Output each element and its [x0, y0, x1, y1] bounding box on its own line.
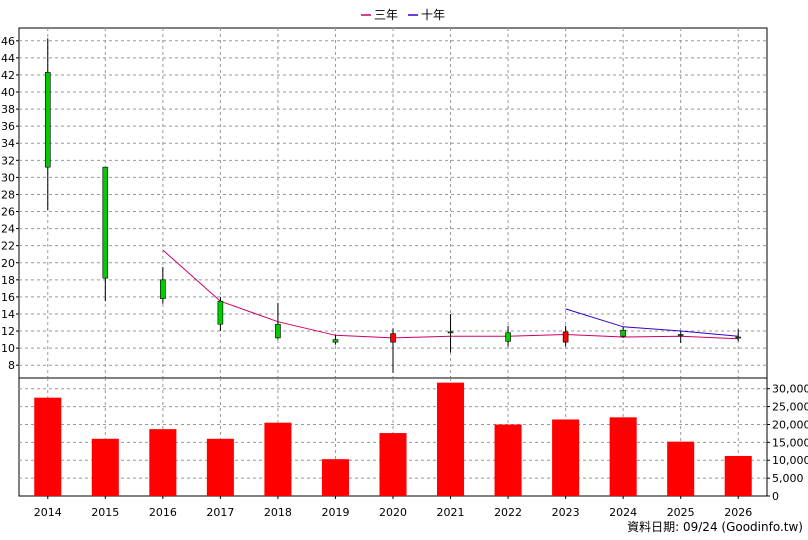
price-ytick-label: 20	[1, 257, 15, 270]
volume-panel: 0 5,000 10,000 15,000 20,000 25,000 30,000	[18, 377, 808, 503]
xtick-label: 2026	[724, 506, 752, 519]
volume-bar	[494, 424, 522, 496]
xtick-label: 2020	[379, 506, 407, 519]
xtick-label: 2024	[609, 506, 637, 519]
volume-bar	[609, 417, 637, 496]
xtick-label: 2023	[552, 506, 580, 519]
price-ytick-label: 32	[1, 154, 15, 167]
price-ytick-label: 44	[1, 52, 15, 65]
price-ytick-label: 46	[1, 35, 15, 48]
price-ytick-label: 34	[1, 137, 15, 150]
price-ytick-label: 38	[1, 103, 15, 116]
volume-bar	[34, 397, 62, 496]
volume-bar	[552, 419, 580, 496]
xtick-label: 2021	[437, 506, 465, 519]
chart-legend: 三年 十年	[361, 8, 445, 22]
data-date-footer: 資料日期: 09/24 (Goodinfo.tw)	[627, 520, 803, 534]
volume-bar	[321, 459, 349, 496]
price-ytick-label: 10	[1, 342, 15, 355]
xtick-label: 2014	[34, 506, 62, 519]
price-ytick-label: 18	[1, 274, 15, 287]
candle-body	[505, 332, 511, 342]
candle-body	[332, 339, 339, 343]
candle-body	[447, 331, 454, 334]
volume-bar	[379, 433, 407, 496]
price-ytick-label: 40	[1, 86, 15, 99]
volume-ytick-label: 25,000	[772, 401, 808, 414]
price-ytick-label: 36	[1, 120, 15, 133]
candle-body	[677, 334, 684, 336]
xtick-label: 2025	[667, 506, 695, 519]
candle-body	[217, 300, 224, 325]
volume-ytick-label: 20,000	[772, 418, 808, 431]
candle-body	[275, 323, 281, 339]
price-ytick-label: 26	[1, 206, 15, 219]
candle-body	[735, 336, 742, 339]
volume-ytick-label: 0	[772, 490, 779, 503]
candle-body	[562, 331, 569, 343]
volume-bar	[149, 429, 177, 496]
volume-ytick-label: 15,000	[772, 436, 808, 449]
candle-body	[620, 329, 626, 337]
volume-ytick-label: 30,000	[772, 383, 808, 396]
volume-bar	[437, 382, 465, 496]
price-ytick-label: 12	[1, 325, 15, 338]
x-axis: 2014 2015 2016 2017 2018 2019 2020 2021 2022 2023…	[34, 496, 752, 519]
candle-body	[390, 333, 396, 343]
candle-body	[44, 72, 51, 168]
price-ytick-label: 8	[8, 359, 15, 372]
price-ytick-label: 22	[1, 240, 15, 253]
volume-bar	[724, 455, 752, 496]
price-ytick-label: 42	[1, 69, 15, 82]
xtick-label: 2016	[149, 506, 177, 519]
volume-bar	[91, 438, 119, 496]
legend-label: 十年	[421, 8, 445, 22]
price-ytick-label: 30	[1, 171, 15, 184]
volume-bar	[206, 438, 234, 496]
price-ytick-label: 16	[1, 291, 15, 304]
volume-bar	[264, 422, 292, 496]
price-panel: 8 10 12 14 16 18 20 22 24 26 28 30 32 34 36 38 40 42 44 46	[1, 27, 768, 379]
ma-line-十年	[565, 308, 739, 337]
xtick-label: 2015	[91, 506, 119, 519]
price-ytick-label: 24	[1, 223, 15, 236]
volume-ytick-label: 10,000	[772, 454, 808, 467]
xtick-label: 2018	[264, 506, 292, 519]
candle-body	[160, 279, 166, 299]
volume-ytick-label: 5,000	[772, 472, 804, 485]
volume-bar	[667, 441, 695, 496]
xtick-label: 2017	[206, 506, 234, 519]
xtick-label: 2022	[494, 506, 522, 519]
xtick-label: 2019	[321, 506, 349, 519]
legend-label: 三年	[374, 8, 398, 22]
candle-body	[102, 166, 109, 279]
price-ytick-label: 28	[1, 188, 15, 201]
price-ytick-label: 14	[1, 308, 15, 321]
